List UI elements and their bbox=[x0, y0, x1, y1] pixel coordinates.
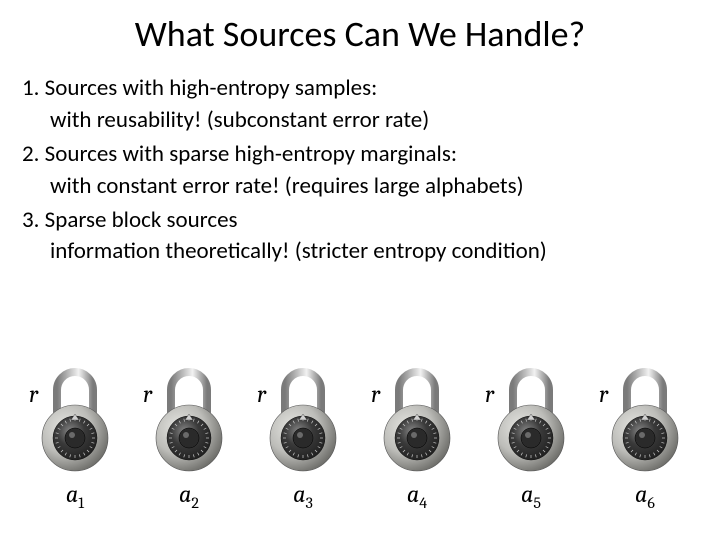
lock-cell: r a3 bbox=[253, 364, 353, 512]
page-title: What Sources Can We Handle? bbox=[0, 0, 720, 74]
a-label: a1 bbox=[66, 480, 84, 512]
a-label: a5 bbox=[521, 480, 541, 512]
padlock-icon bbox=[605, 364, 685, 474]
line-2b: with constant error rate! (requires larg… bbox=[22, 172, 698, 202]
padlock-icon bbox=[263, 364, 343, 474]
line-3b: information theoretically! (stricter ent… bbox=[22, 237, 698, 267]
lock-cell: r a5 bbox=[481, 364, 581, 512]
r-label: r bbox=[371, 380, 380, 408]
padlock-icon bbox=[35, 364, 115, 474]
body-text: 1. Sources with high-entropy samples: wi… bbox=[0, 74, 720, 267]
r-label: r bbox=[29, 380, 38, 408]
padlock-icon bbox=[491, 364, 571, 474]
line-1b: with reusability! (subconstant error rat… bbox=[22, 106, 698, 136]
padlock-icon bbox=[149, 364, 229, 474]
padlock-icon bbox=[377, 364, 457, 474]
line-2: 2. Sources with sparse high-entropy marg… bbox=[22, 140, 698, 170]
lock-cell: r a2 bbox=[139, 364, 239, 512]
r-label: r bbox=[143, 380, 152, 408]
line-1: 1. Sources with high-entropy samples: bbox=[22, 74, 698, 104]
r-label: r bbox=[599, 380, 608, 408]
r-label: r bbox=[257, 380, 266, 408]
line-3: 3. Sparse block sources bbox=[22, 206, 698, 236]
a-label: a2 bbox=[179, 480, 199, 512]
a-label: a4 bbox=[407, 480, 427, 512]
a-label: a6 bbox=[635, 480, 655, 512]
lock-cell: r a6 bbox=[595, 364, 695, 512]
lock-cell: r a1 bbox=[25, 364, 125, 512]
r-label: r bbox=[485, 380, 494, 408]
locks-row: r a1r bbox=[0, 364, 720, 512]
lock-cell: r a4 bbox=[367, 364, 467, 512]
a-label: a3 bbox=[293, 480, 313, 512]
